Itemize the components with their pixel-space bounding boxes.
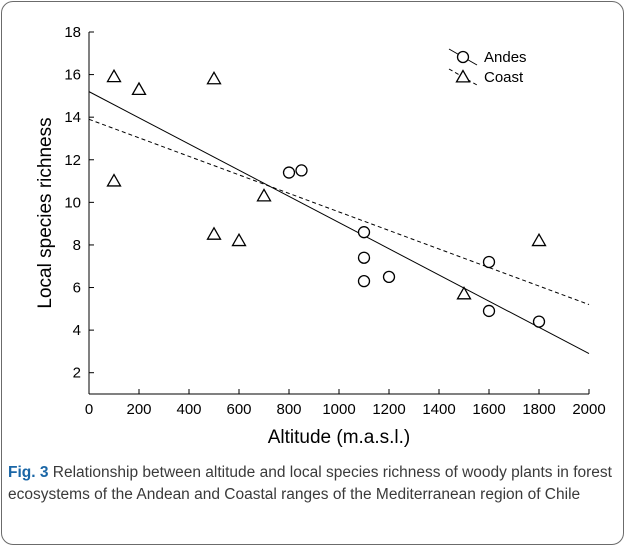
x-tick-label: 600: [226, 401, 251, 418]
coast-point: [106, 173, 122, 187]
coast-point: [531, 232, 547, 247]
coast-point: [456, 286, 472, 300]
andes-point: [482, 304, 496, 318]
x-tick-label: 1200: [372, 401, 405, 418]
andes-point: [482, 255, 496, 269]
x-tick-label: 2000: [572, 401, 605, 418]
andes-point: [295, 164, 308, 177]
scatter-chart: 0 200 400 600 800 1000 1200 1400 1600 1800 2000 2 4 6…: [35, 24, 606, 448]
coast-point: [231, 232, 247, 247]
x-tick-label: 1800: [522, 401, 555, 418]
andes-fit-line: [88, 91, 590, 354]
andes-point: [282, 166, 296, 179]
andes-point: [357, 274, 371, 288]
x-axis-label: Altitude (m.a.s.l.): [268, 427, 411, 448]
y-tick-label: 12: [64, 152, 81, 169]
figure-label: Fig. 3: [8, 464, 49, 481]
andes-point: [357, 251, 371, 264]
legend-marker: [456, 50, 470, 64]
x-tick-label: 200: [126, 401, 151, 418]
data-points: [106, 68, 547, 328]
y-tick-label: 10: [64, 194, 81, 211]
x-tick-label: 0: [85, 401, 93, 418]
y-tick-label: 18: [64, 24, 81, 41]
y-tick-label: 2: [73, 365, 81, 382]
y-tick-label: 16: [64, 67, 81, 84]
coast-point: [206, 71, 222, 85]
y-tick-label: 4: [73, 322, 81, 339]
x-tick-label: 1600: [472, 401, 505, 418]
coast-point: [256, 188, 272, 202]
axes: 0 200 400 600 800 1000 1200 1400 1600 1800 2000 2 4 6…: [64, 24, 605, 418]
x-tick-label: 400: [176, 401, 201, 418]
andes-point: [532, 315, 546, 328]
x-tick-label: 800: [276, 401, 301, 418]
y-axis-label: Local species richness: [35, 117, 56, 308]
legend-label: Coast: [484, 69, 524, 86]
figure-caption: Fig. 3 Relationship between altitude and…: [8, 462, 612, 506]
coast-point: [106, 68, 122, 83]
caption-text: Relationship between altitude and local …: [8, 464, 612, 503]
fit-lines: [88, 91, 590, 354]
coast-point: [206, 226, 222, 240]
coast-point: [131, 81, 147, 96]
y-tick-label: 6: [73, 280, 81, 297]
coast-fit-line: [88, 118, 590, 306]
andes-point: [382, 270, 396, 284]
legend: Andes Coast: [448, 48, 527, 86]
x-tick-label: 1000: [322, 401, 355, 418]
andes-point: [357, 226, 371, 239]
x-tick-label: 1400: [422, 401, 455, 418]
legend-label: Andes: [484, 49, 527, 66]
y-tick-label: 14: [64, 109, 81, 126]
y-tick-label: 8: [73, 237, 81, 254]
legend-marker: [455, 69, 471, 83]
